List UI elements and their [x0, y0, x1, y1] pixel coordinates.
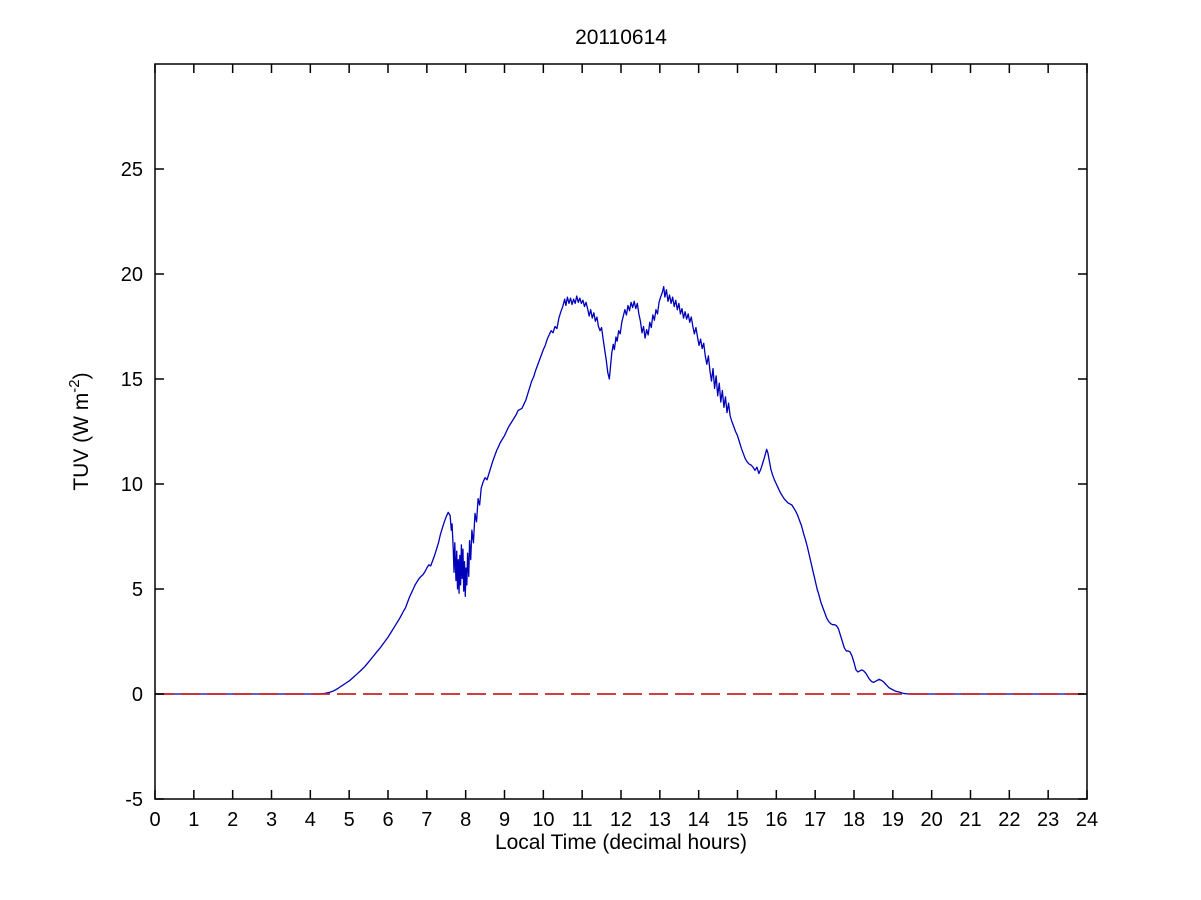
data-series-group: [155, 285, 1087, 695]
x-tick-label: 7: [421, 809, 432, 831]
x-tick-label: 6: [382, 809, 393, 831]
y-tick-label: 15: [121, 369, 143, 391]
tuv-curve: [155, 285, 1087, 695]
x-tick-label: 8: [460, 809, 471, 831]
x-tick-label: 13: [649, 809, 671, 831]
x-tick-label: 2: [227, 809, 238, 831]
chart-title: 20110614: [575, 26, 667, 49]
x-tick-label: 14: [688, 809, 710, 831]
x-tick-label: 15: [726, 809, 748, 831]
y-tick-label: 10: [121, 474, 143, 496]
x-tick-label: 17: [804, 809, 826, 831]
x-tick-label: 9: [499, 809, 510, 831]
y-tick-label: 5: [132, 579, 143, 601]
y-label-superscript: -2: [66, 379, 83, 392]
x-tick-label: 20: [921, 809, 943, 831]
y-tick-label: 25: [121, 159, 143, 181]
y-axis-label: TUV (W m-2): [66, 372, 93, 490]
x-tick-label: 4: [305, 809, 316, 831]
y-tick-labels: -5 0 5 10 15 20 25: [121, 159, 143, 811]
plot-box: [154, 63, 1088, 800]
x-tick-label: 5: [344, 809, 355, 831]
x-tick-labels: 0 1 2 3 4 5 6 7 8 9 10 11 12 13 14 15 16 17 18 19 20 21 22 23 24: [149, 809, 1098, 831]
x-tick-label: 19: [882, 809, 904, 831]
axis-ticks: [154, 64, 1088, 800]
x-tick-label: 10: [532, 809, 554, 831]
x-tick-label: 16: [765, 809, 787, 831]
y-tick-label: 0: [132, 684, 143, 706]
x-tick-label: 24: [1076, 809, 1098, 831]
y-label-close: ): [70, 372, 93, 379]
x-tick-label: 3: [266, 809, 277, 831]
x-tick-label: 11: [572, 809, 593, 831]
x-tick-label: 1: [188, 809, 199, 831]
x-tick-label: 22: [998, 809, 1020, 831]
y-tick-label: 20: [121, 264, 143, 286]
x-tick-label: 23: [1037, 809, 1059, 831]
x-tick-label: 12: [610, 809, 632, 831]
y-tick-label: -5: [125, 789, 143, 811]
x-axis-label: Local Time (decimal hours): [495, 831, 747, 854]
y-label-main: TUV (W m: [70, 393, 93, 491]
x-tick-label: 0: [149, 809, 160, 831]
x-tick-label: 21: [959, 809, 981, 831]
x-tick-label: 18: [843, 809, 865, 831]
